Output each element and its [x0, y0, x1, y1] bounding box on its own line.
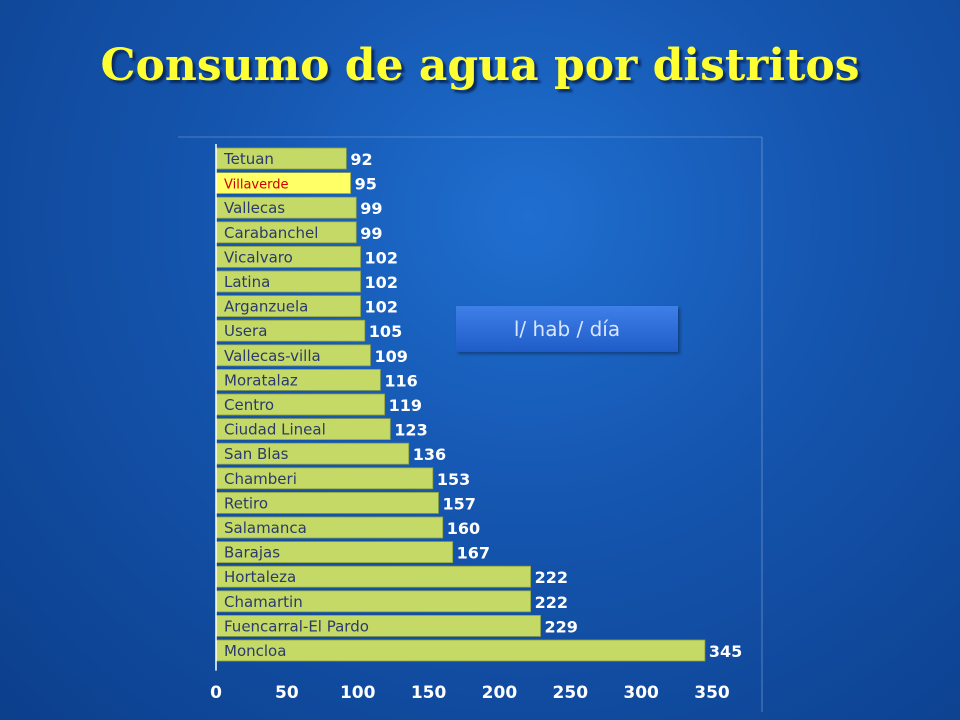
value-label: 99: [360, 224, 382, 243]
x-tick-label: 50: [275, 683, 299, 703]
bar-label: Latina: [224, 273, 270, 291]
unit-label-box: l/ hab / día: [456, 306, 678, 352]
bar-label: Ciudad Lineal: [224, 421, 326, 439]
bar-label: Vallecas: [224, 199, 285, 217]
bar-label: Barajas: [224, 544, 280, 562]
bar-moncloa: [215, 639, 706, 662]
bar-label: Arganzuela: [224, 298, 308, 316]
unit-label: l/ hab / día: [513, 317, 621, 341]
bar-label: Chamartin: [224, 593, 303, 611]
value-label: 99: [360, 199, 382, 218]
value-label: 229: [545, 617, 578, 636]
bar-label: Centro: [224, 396, 274, 414]
value-label: 157: [442, 494, 475, 513]
bar-label: Moratalaz: [224, 371, 298, 389]
value-label: 222: [535, 568, 568, 587]
value-label: 102: [365, 248, 398, 267]
value-label: 167: [457, 544, 490, 563]
bar-label: Vallecas-villa: [224, 347, 321, 365]
x-tick-label: 200: [482, 683, 518, 703]
bar-label: Villaverde: [224, 178, 288, 193]
bar-label: Salamanca: [224, 519, 307, 537]
x-tick-label: 150: [411, 683, 447, 703]
bar-label: Carabanchel: [224, 224, 318, 242]
bar-label: Chamberi: [224, 470, 297, 488]
bar-label: Hortaleza: [224, 568, 296, 586]
page-title: Consumo de agua por distritos: [100, 40, 860, 91]
bar-label: Usera: [224, 322, 267, 340]
value-label: 136: [413, 445, 446, 464]
value-label: 92: [350, 150, 372, 169]
bar-label: Tetuan: [223, 150, 274, 168]
x-tick-label: 0: [210, 683, 222, 703]
x-tick-label: 300: [623, 683, 659, 703]
value-label: 222: [535, 593, 568, 612]
bar-label: Vicalvaro: [224, 248, 293, 266]
value-label: 102: [365, 298, 398, 317]
value-label: 153: [437, 470, 470, 489]
x-tick-label: 350: [694, 683, 730, 703]
x-tick-label: 250: [553, 683, 589, 703]
value-label: 160: [447, 519, 480, 538]
bar-label: Fuencarral-El Pardo: [224, 617, 369, 635]
value-label: 109: [374, 347, 407, 366]
bar-label: San Blas: [224, 445, 289, 463]
bar-label: Moncloa: [224, 642, 286, 660]
value-label: 345: [709, 642, 742, 661]
bar-label: Retiro: [224, 494, 268, 512]
value-label: 102: [365, 273, 398, 292]
value-label: 95: [355, 175, 377, 194]
value-label: 116: [384, 371, 417, 390]
value-label: 119: [389, 396, 422, 415]
value-label: 123: [394, 421, 427, 440]
x-tick-label: 100: [340, 683, 376, 703]
value-label: 105: [369, 322, 402, 341]
